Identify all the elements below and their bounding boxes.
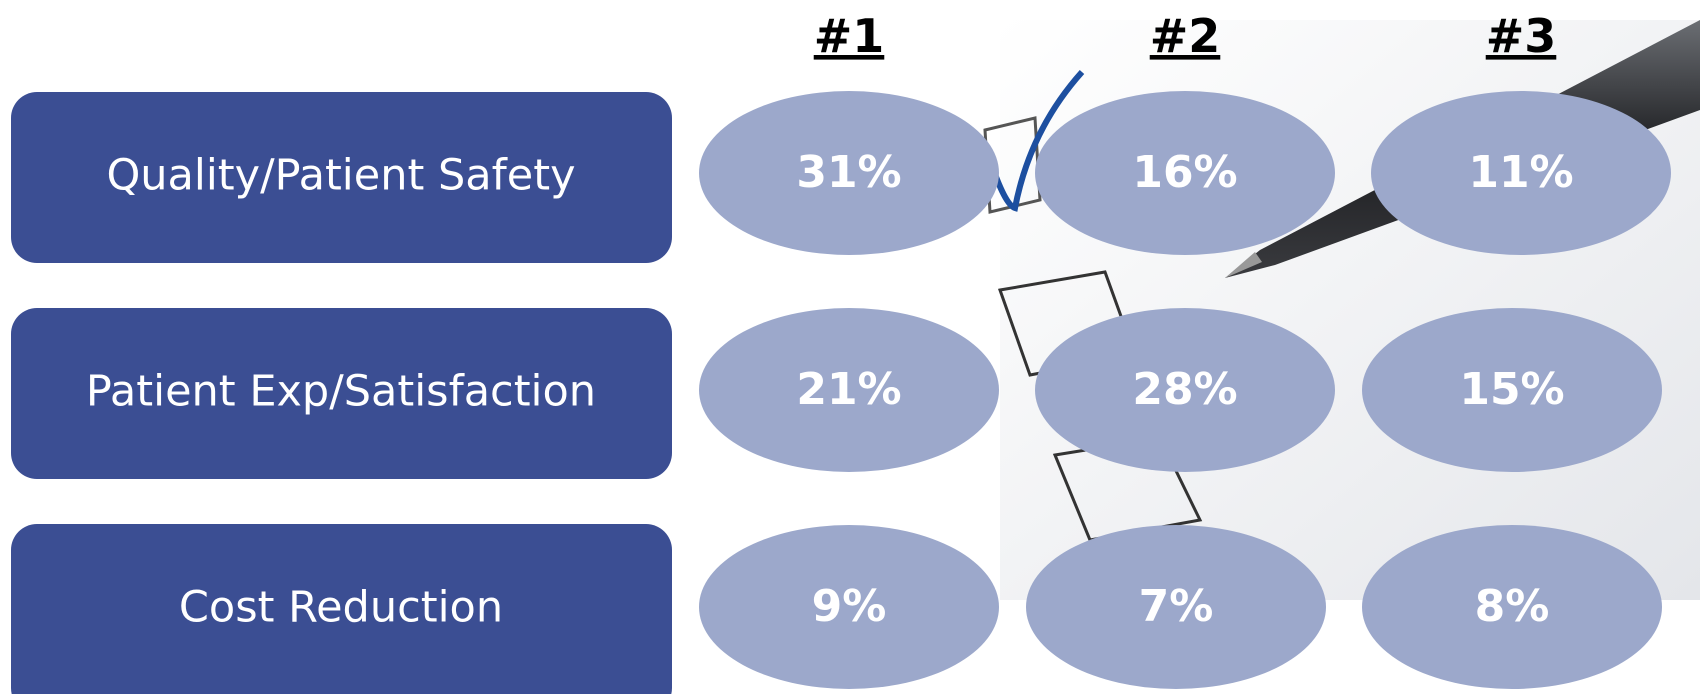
- row-label: Patient Exp/Satisfaction: [86, 367, 596, 417]
- row-label-box: [11, 92, 672, 263]
- value-text: 28%: [1132, 364, 1237, 415]
- column-header: #3: [1486, 9, 1557, 63]
- value-text: 21%: [796, 364, 901, 415]
- row-label-box: [11, 308, 672, 479]
- value-oval: [1362, 525, 1662, 689]
- value-oval: [699, 525, 999, 689]
- value-oval: [699, 308, 999, 472]
- value-oval: [1371, 91, 1671, 255]
- value-oval: [1026, 525, 1326, 689]
- value-oval: [1035, 91, 1335, 255]
- value-text: 8%: [1475, 581, 1550, 632]
- column-header: #2: [1150, 9, 1221, 63]
- value-text: 11%: [1468, 147, 1573, 198]
- value-text: 7%: [1139, 581, 1214, 632]
- value-text: 9%: [812, 581, 887, 632]
- row-label: Quality/Patient Safety: [106, 151, 575, 201]
- row-label: Cost Reduction: [179, 583, 503, 633]
- value-text: 15%: [1459, 364, 1564, 415]
- value-oval: [1035, 308, 1335, 472]
- row-label-box: [11, 524, 672, 694]
- value-text: 16%: [1132, 147, 1237, 198]
- value-text: 31%: [796, 147, 901, 198]
- value-oval: [699, 91, 999, 255]
- column-header: #1: [814, 9, 885, 63]
- value-oval: [1362, 308, 1662, 472]
